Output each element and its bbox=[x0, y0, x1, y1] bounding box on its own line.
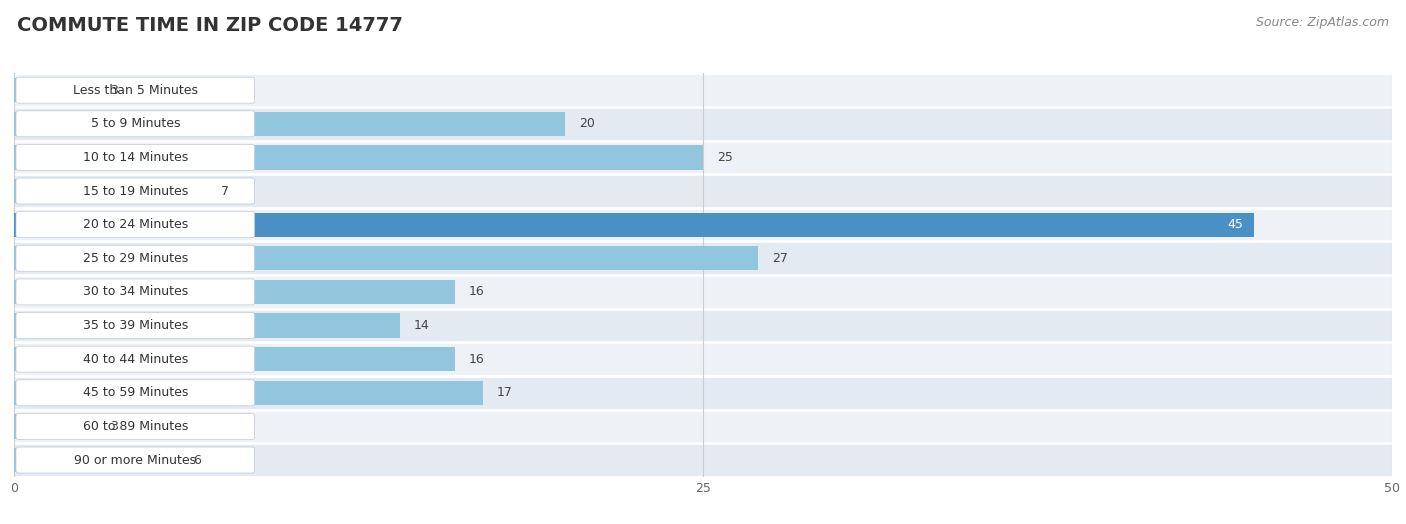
Bar bbox=[14, 213, 1254, 237]
Text: 7: 7 bbox=[221, 184, 229, 198]
FancyBboxPatch shape bbox=[15, 346, 254, 372]
FancyBboxPatch shape bbox=[15, 77, 254, 103]
Text: Less than 5 Minutes: Less than 5 Minutes bbox=[73, 84, 198, 96]
Text: 45: 45 bbox=[1227, 218, 1243, 231]
FancyBboxPatch shape bbox=[15, 279, 254, 305]
Bar bbox=[14, 342, 1392, 376]
Text: 6: 6 bbox=[193, 454, 201, 466]
Text: Source: ZipAtlas.com: Source: ZipAtlas.com bbox=[1256, 16, 1389, 29]
Bar bbox=[14, 347, 456, 372]
Text: COMMUTE TIME IN ZIP CODE 14777: COMMUTE TIME IN ZIP CODE 14777 bbox=[17, 16, 402, 35]
Text: 25 to 29 Minutes: 25 to 29 Minutes bbox=[83, 252, 188, 265]
Bar bbox=[14, 145, 703, 170]
Bar bbox=[14, 208, 1392, 242]
Bar bbox=[14, 309, 1392, 342]
Bar bbox=[14, 280, 456, 304]
Text: 40 to 44 Minutes: 40 to 44 Minutes bbox=[83, 353, 188, 366]
Text: 20: 20 bbox=[579, 117, 595, 130]
FancyBboxPatch shape bbox=[15, 111, 254, 137]
Text: 45 to 59 Minutes: 45 to 59 Minutes bbox=[83, 386, 188, 399]
Bar bbox=[14, 448, 180, 472]
Bar bbox=[14, 313, 399, 337]
Text: 15 to 19 Minutes: 15 to 19 Minutes bbox=[83, 184, 188, 198]
Text: 17: 17 bbox=[496, 386, 512, 399]
Text: 30 to 34 Minutes: 30 to 34 Minutes bbox=[83, 286, 188, 298]
Bar bbox=[14, 140, 1392, 174]
FancyBboxPatch shape bbox=[15, 145, 254, 170]
Bar bbox=[14, 242, 1392, 275]
FancyBboxPatch shape bbox=[15, 245, 254, 271]
Bar bbox=[14, 376, 1392, 410]
FancyBboxPatch shape bbox=[15, 178, 254, 204]
Bar bbox=[14, 443, 1392, 477]
FancyBboxPatch shape bbox=[15, 413, 254, 440]
Text: 10 to 14 Minutes: 10 to 14 Minutes bbox=[83, 151, 188, 164]
Text: 60 to 89 Minutes: 60 to 89 Minutes bbox=[83, 420, 188, 433]
Text: 25: 25 bbox=[717, 151, 733, 164]
FancyBboxPatch shape bbox=[15, 380, 254, 406]
Bar bbox=[14, 246, 758, 270]
Bar bbox=[14, 179, 207, 203]
Bar bbox=[14, 380, 482, 405]
Text: 35 to 39 Minutes: 35 to 39 Minutes bbox=[83, 319, 188, 332]
Bar bbox=[14, 174, 1392, 208]
Bar bbox=[14, 73, 1392, 107]
Bar bbox=[14, 414, 97, 439]
Text: 16: 16 bbox=[468, 286, 485, 298]
Text: 3: 3 bbox=[111, 420, 118, 433]
Text: 5 to 9 Minutes: 5 to 9 Minutes bbox=[90, 117, 180, 130]
Text: 90 or more Minutes: 90 or more Minutes bbox=[75, 454, 197, 466]
Bar bbox=[14, 78, 97, 102]
Bar bbox=[14, 410, 1392, 443]
FancyBboxPatch shape bbox=[15, 447, 254, 473]
FancyBboxPatch shape bbox=[15, 212, 254, 238]
Text: 14: 14 bbox=[413, 319, 429, 332]
Text: 16: 16 bbox=[468, 353, 485, 366]
Text: 27: 27 bbox=[772, 252, 787, 265]
Bar bbox=[14, 107, 1392, 140]
Text: 3: 3 bbox=[111, 84, 118, 96]
FancyBboxPatch shape bbox=[15, 312, 254, 339]
Bar bbox=[14, 275, 1392, 309]
Bar bbox=[14, 112, 565, 136]
Text: 20 to 24 Minutes: 20 to 24 Minutes bbox=[83, 218, 188, 231]
